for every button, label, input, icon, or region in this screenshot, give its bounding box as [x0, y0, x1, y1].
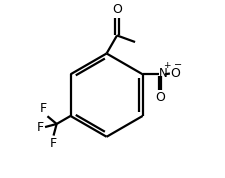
- Text: F: F: [39, 103, 46, 116]
- Text: +: +: [162, 61, 170, 70]
- Text: O: O: [155, 91, 164, 104]
- Text: −: −: [173, 60, 182, 70]
- Text: O: O: [170, 67, 180, 80]
- Text: N: N: [158, 67, 167, 80]
- Text: F: F: [37, 121, 44, 134]
- Text: O: O: [112, 3, 122, 16]
- Text: F: F: [50, 137, 57, 150]
